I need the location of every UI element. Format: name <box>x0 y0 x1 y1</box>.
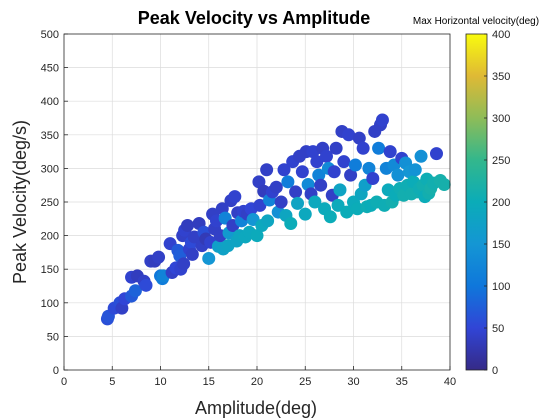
y-tick-label: 0 <box>53 365 59 377</box>
y-tick-label: 350 <box>41 130 59 142</box>
data-point <box>295 165 309 179</box>
data-point <box>437 178 451 192</box>
y-tick-label: 100 <box>41 298 59 310</box>
data-point <box>350 202 364 216</box>
data-point <box>185 247 199 261</box>
y-tick-label: 400 <box>41 96 59 108</box>
data-point <box>329 141 343 155</box>
data-point <box>250 229 264 243</box>
data-point <box>152 250 166 264</box>
colorbar-tick-label: 100 <box>492 281 510 293</box>
data-point <box>337 155 351 169</box>
colorbar-tick-label: 350 <box>492 71 510 83</box>
data-point <box>362 161 376 175</box>
x-axis-label: Amplitude(deg) <box>195 398 317 418</box>
data-point <box>202 251 216 265</box>
data-point <box>281 175 295 189</box>
x-axis-ticks: 0 5 10 15 20 25 30 35 40 <box>61 366 456 388</box>
colorbar-tick-label: 150 <box>492 239 510 251</box>
colorbar-tick-label: 0 <box>492 365 498 377</box>
plot-area: 0 5 10 15 20 25 30 35 40 0 50 100 150 200 250 300 350 40… <box>41 29 456 388</box>
data-point <box>253 198 267 212</box>
data-point <box>260 163 274 177</box>
y-tick-label: 450 <box>41 63 59 75</box>
data-point <box>261 214 275 228</box>
data-point <box>356 141 370 155</box>
x-tick-label: 40 <box>444 376 456 388</box>
data-point <box>352 131 366 145</box>
colorbar-ticks: 0 50 100 150 200 250 300 350 400 <box>484 29 510 377</box>
data-point <box>181 219 195 233</box>
x-tick-label: 35 <box>396 376 408 388</box>
data-point <box>408 163 422 177</box>
data-point <box>228 190 242 204</box>
data-point <box>277 163 291 177</box>
data-point <box>139 278 153 292</box>
data-point <box>284 217 298 231</box>
x-tick-label: 30 <box>347 376 359 388</box>
data-point <box>414 149 428 163</box>
data-point <box>344 168 358 182</box>
data-points <box>100 113 451 326</box>
data-point <box>310 155 324 169</box>
x-tick-label: 5 <box>109 376 115 388</box>
data-point <box>298 207 312 221</box>
data-point <box>314 178 328 192</box>
colorbar-tick-label: 50 <box>492 323 504 335</box>
y-tick-label: 200 <box>41 231 59 243</box>
data-point <box>327 165 341 179</box>
data-point <box>383 145 397 159</box>
colorbar-tick-label: 400 <box>492 29 510 41</box>
x-tick-label: 25 <box>299 376 311 388</box>
data-point <box>340 205 354 219</box>
y-tick-label: 250 <box>41 197 59 209</box>
colorbar-title: Max Horizontal velocity(deg) <box>413 16 539 27</box>
colorbar-gradient <box>465 33 488 371</box>
data-point <box>333 183 347 197</box>
colorbar: Max Horizontal velocity(deg) 0 50 100 150 20… <box>413 16 539 377</box>
data-point <box>187 230 201 244</box>
y-axis-label: Peak Velocity(deg/s) <box>10 120 30 284</box>
x-tick-label: 15 <box>203 376 215 388</box>
data-point <box>289 185 303 199</box>
data-point <box>308 195 322 209</box>
y-tick-label: 300 <box>41 163 59 175</box>
chart-title: Peak Velocity vs Amplitude <box>138 8 370 28</box>
data-point <box>291 196 305 210</box>
x-tick-label: 0 <box>61 376 67 388</box>
colorbar-tick-label: 200 <box>492 197 510 209</box>
y-tick-label: 150 <box>41 264 59 276</box>
data-point <box>366 171 380 185</box>
y-tick-label: 50 <box>47 331 59 343</box>
y-tick-label: 500 <box>41 29 59 41</box>
colorbar-tick-label: 300 <box>492 113 510 125</box>
data-point <box>348 158 362 172</box>
data-point <box>375 113 389 127</box>
data-point <box>391 168 405 182</box>
y-axis-ticks: 0 50 100 150 200 250 300 350 400 450 500 <box>41 29 68 377</box>
data-point <box>323 210 337 224</box>
data-point <box>128 284 142 298</box>
data-point <box>274 195 288 209</box>
data-point <box>319 149 333 163</box>
x-tick-label: 10 <box>154 376 166 388</box>
colorbar-tick-label: 250 <box>492 155 510 167</box>
x-tick-label: 20 <box>251 376 263 388</box>
data-point <box>177 257 191 271</box>
data-point <box>312 168 326 182</box>
data-point <box>372 141 386 155</box>
data-point <box>429 147 443 161</box>
data-point <box>342 128 356 142</box>
data-point <box>269 180 283 194</box>
